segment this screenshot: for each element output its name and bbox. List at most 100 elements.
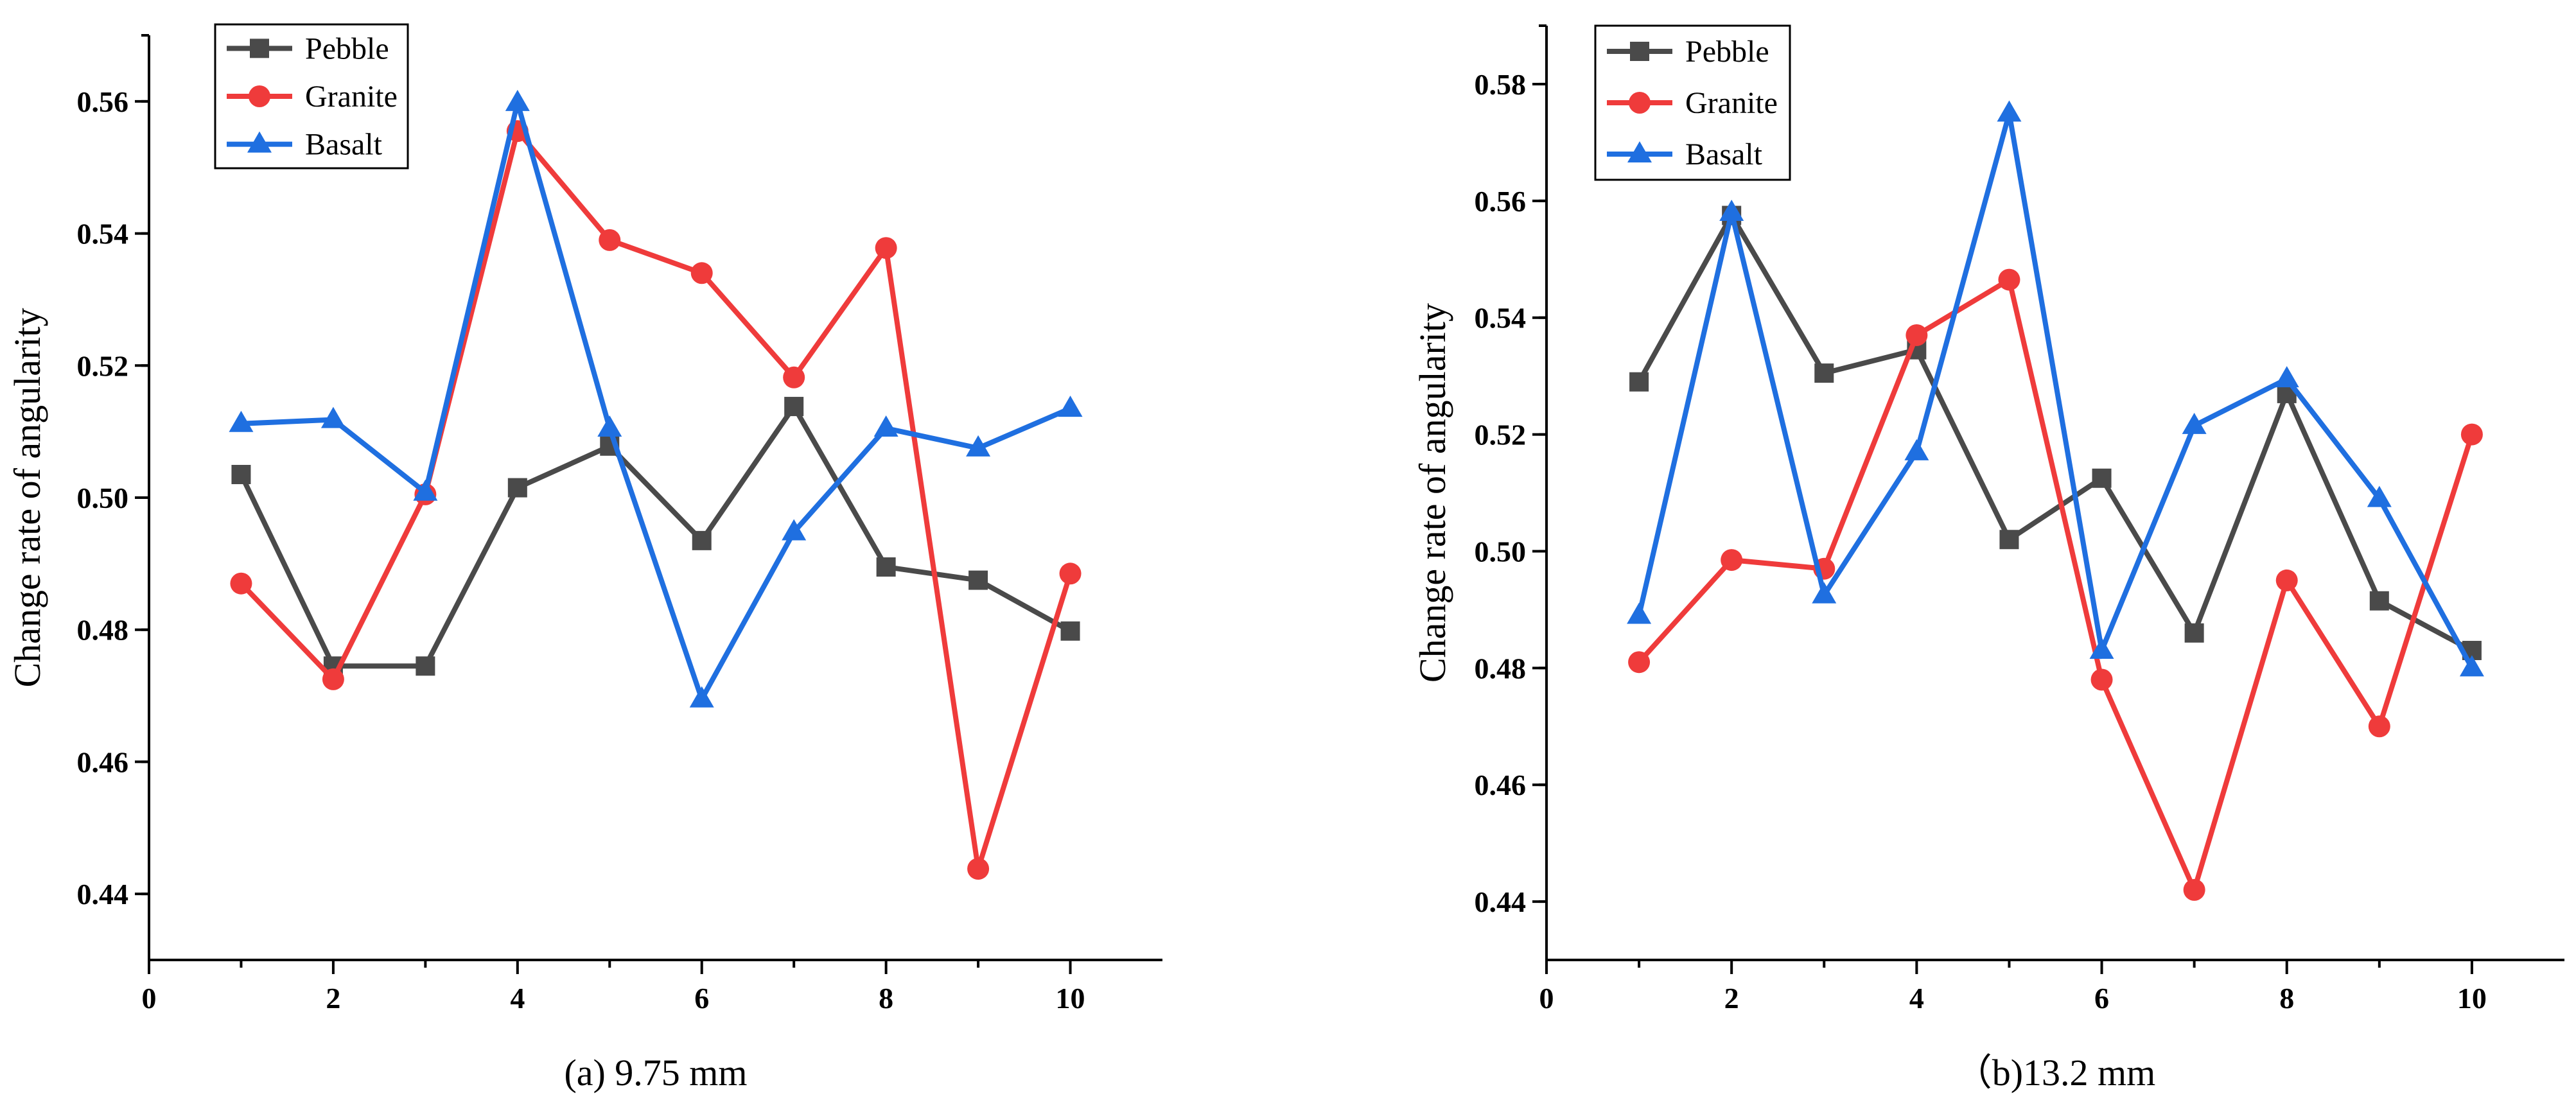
series-line-basalt [1636,112,2475,670]
series-granite [230,120,1082,880]
pebble-point [692,530,712,550]
pebble-point [2092,468,2112,488]
granite-point [2460,423,2483,446]
x-tick-label: 0 [1539,982,1554,1015]
pebble-point [1629,372,1649,392]
pebble-point [2369,591,2389,611]
granite-point [1998,268,2020,291]
basalt-point [597,415,622,437]
panel-caption: （b)13.2 mm [1955,1052,2156,1094]
x-tick-label: 2 [326,982,340,1015]
x-tick-label: 4 [1909,982,1924,1015]
granite-point [2183,878,2205,901]
y-tick-label: 0.54 [1475,302,1527,335]
y-tick-label: 0.46 [77,745,129,778]
basalt-point [2367,485,2392,507]
granite-point [2368,715,2390,738]
basalt-point [1719,200,1744,221]
legend-label-pebble: Pebble [1685,35,1769,69]
panel-a-chart: 0 2 4 6 8 10 0.44 0.46 0.48 0.50 0.52 0.54 0.56 Chang… [6,23,1162,1094]
x-tick-label: 10 [2457,982,2487,1015]
x-tick-label: 10 [1056,982,1085,1015]
series-line-pebble [1636,210,2473,653]
legend: Pebble Granite Basalt [214,23,409,170]
legend-label-granite: Granite [305,80,398,114]
basalt-point [1812,582,1837,604]
x-tick-label: 6 [694,982,709,1015]
legend-label-pebble: Pebble [305,31,389,65]
legend-label-granite: Granite [1685,86,1778,120]
panel-caption: (a) 9.75 mm [564,1052,747,1094]
basalt-point [782,519,807,541]
granite-point [1721,549,1743,571]
granite-point [1059,562,1082,585]
granite-point [783,366,805,388]
legend-marker-basalt [1627,141,1652,162]
basalt-point [2274,366,2299,388]
basalt-point [1904,439,1929,460]
y-tick-label: 0.46 [1475,769,1527,801]
x-tick-label: 8 [879,982,893,1015]
y-tick-label: 0.48 [1475,652,1527,684]
granite-point [1906,324,1928,346]
basalt-point [1058,396,1083,417]
y-tick-label: 0.52 [1475,419,1527,451]
legend-marker-granite [249,85,270,107]
legend-label-basalt: Basalt [1685,137,1763,171]
basalt-point [2459,655,2484,677]
basalt-point [873,415,898,437]
x-tick-label: 4 [510,982,525,1015]
series-granite [1628,268,2483,901]
y-tick-label: 0.56 [1475,185,1527,218]
series-basalt [1627,100,2484,677]
granite-point [967,858,990,880]
pebble-point [1060,621,1080,641]
legend-marker-pebble [250,39,269,58]
basalt-point [966,435,991,457]
series-line-granite [239,125,1073,870]
pebble-point [231,465,251,484]
legend-marker-granite [1629,92,1651,114]
basalt-point [413,479,438,501]
y-tick-label: 0.50 [1475,535,1527,568]
series-pebble [1629,205,2482,661]
basalt-point [320,406,346,428]
panel-b-chart: 0 2 4 6 8 10 0.44 0.46 0.48 0.50 0.52 0.54 0.56 0.58 C… [1412,24,2564,1094]
basalt-point [505,89,530,111]
legend-marker-basalt [247,131,272,153]
pebble-point [2184,623,2204,643]
y-tick-label: 0.56 [77,85,129,118]
legend-label-basalt: Basalt [305,128,383,162]
x-tick-label: 0 [142,982,157,1015]
y-tick-label: 0.44 [77,878,129,911]
y-axis-title: Change rate of angularity [1412,303,1453,683]
granite-point [690,262,713,284]
y-tick-label: 0.48 [77,614,129,647]
pebble-point [507,478,527,498]
pebble-point [1999,530,2019,550]
basalt-point [2089,638,2114,659]
y-tick-label: 0.54 [77,218,129,250]
legend-marker-pebble [1630,42,1649,61]
series-basalt [229,89,1083,708]
series-line-basalt [241,92,1072,706]
basalt-point [1627,602,1652,624]
granite-point [322,668,344,690]
y-axis-title: Change rate of angularity [6,308,48,687]
pebble-point [1814,363,1834,383]
granite-point [599,229,621,251]
basalt-point [689,686,714,708]
granite-point [1628,651,1651,674]
pebble-point [876,557,896,577]
basalt-point [229,410,254,432]
basalt-point [2182,412,2207,434]
series-line-granite [1637,275,2475,898]
granite-point [230,572,252,595]
legend: Pebble Granite Basalt [1594,24,1791,181]
pebble-point [784,397,804,417]
y-tick-label: 0.50 [77,482,129,514]
y-tick-label: 0.58 [1475,68,1527,101]
y-tick-label: 0.52 [77,349,129,382]
x-tick-label: 2 [1724,982,1739,1015]
